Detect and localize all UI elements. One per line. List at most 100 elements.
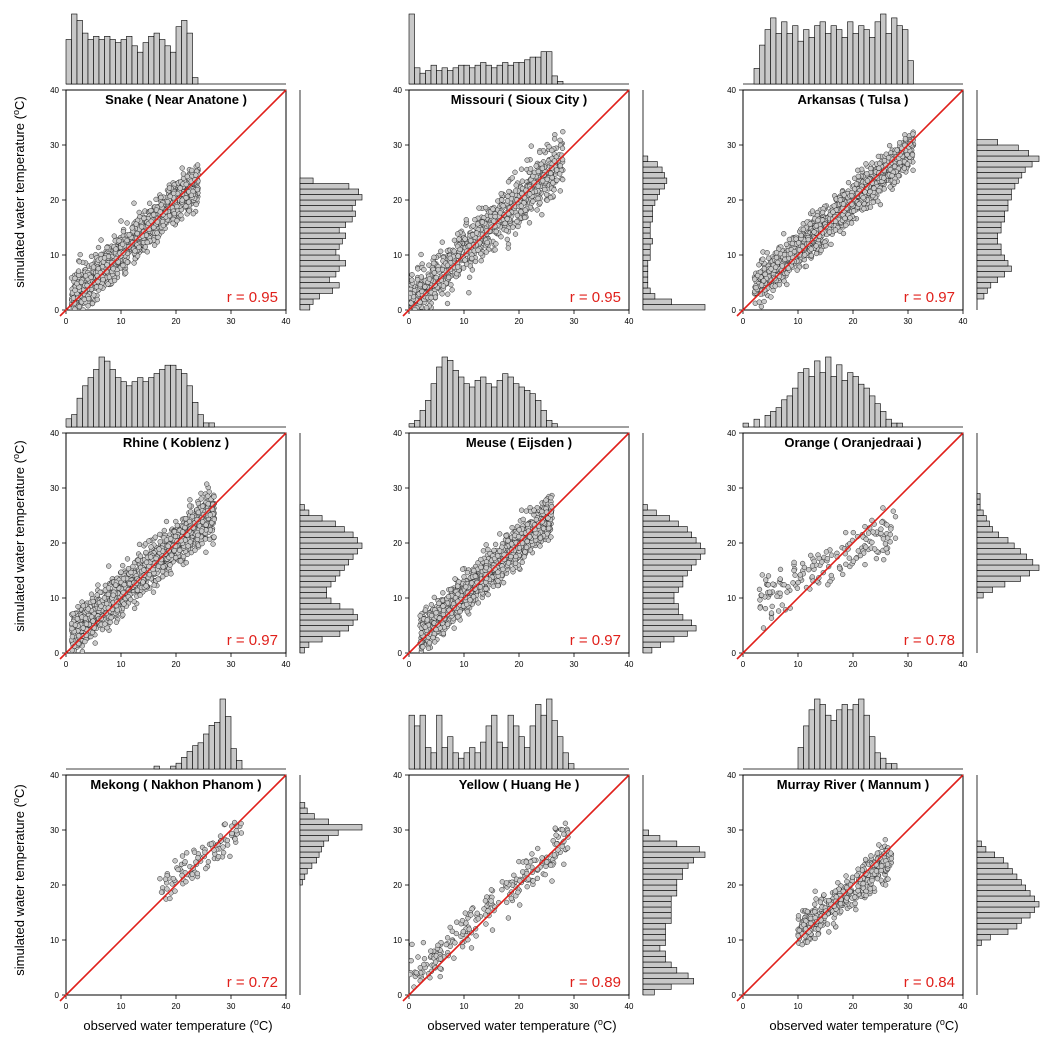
data-point <box>770 287 776 294</box>
data-point <box>143 549 149 556</box>
data-point <box>805 236 811 243</box>
data-point <box>876 188 882 194</box>
data-point <box>124 237 130 244</box>
histogram-bar <box>87 39 94 85</box>
histogram-bar <box>299 260 347 267</box>
data-point <box>422 284 428 290</box>
histogram-bar <box>642 205 653 212</box>
panel-grid: 0 10 20 30 40 0 10 20 30 40 Snake ( Near Anatone )… <box>50 13 1040 1011</box>
data-point <box>875 153 882 160</box>
data-point <box>535 168 541 175</box>
histogram-bar <box>98 39 105 85</box>
data-point <box>193 201 199 208</box>
histogram-bar <box>976 205 1009 212</box>
data-point <box>104 262 110 268</box>
histogram-bar <box>976 155 1040 162</box>
data-point <box>203 549 209 555</box>
data-point <box>199 540 205 547</box>
data-point <box>136 541 143 548</box>
y-tick-label: 0 <box>55 649 60 658</box>
data-point <box>155 234 161 240</box>
data-point <box>760 278 767 284</box>
data-point <box>431 270 438 276</box>
histogram-bar <box>642 188 661 195</box>
data-point <box>813 223 819 229</box>
data-point <box>88 253 95 260</box>
histogram-bar <box>976 199 1009 206</box>
histogram-bar <box>299 276 330 283</box>
data-point <box>139 224 145 230</box>
histogram-bar <box>907 60 914 85</box>
x-tick-label: 20 <box>849 317 858 326</box>
histogram-bar <box>71 13 78 85</box>
y-tick-label: 30 <box>50 141 59 150</box>
y-tick-label: 10 <box>393 251 402 260</box>
data-point <box>157 531 163 538</box>
histogram-bar <box>642 216 653 223</box>
data-point <box>512 169 518 175</box>
histogram-bar <box>642 221 651 228</box>
data-point <box>469 255 475 262</box>
histogram-bar <box>976 243 1002 250</box>
data-point <box>178 212 184 218</box>
data-point <box>85 295 92 302</box>
data-point <box>504 216 510 222</box>
data-point <box>864 178 871 184</box>
data-point <box>753 284 759 291</box>
data-point <box>190 211 196 217</box>
data-point <box>528 143 534 149</box>
data-point <box>910 167 916 173</box>
data-point <box>864 171 870 177</box>
data-point <box>183 195 189 201</box>
histogram-bar <box>469 67 476 85</box>
data-point <box>867 204 874 210</box>
y-tick-label: 20 <box>50 196 59 205</box>
data-point <box>909 152 916 158</box>
histogram-bar <box>502 62 509 85</box>
histogram-bar <box>142 42 149 85</box>
x-tick-label: 40 <box>282 317 291 326</box>
panel-title: Snake ( Near Anatone ) <box>105 92 247 107</box>
data-point <box>853 181 860 187</box>
data-point <box>211 494 217 500</box>
data-point <box>560 129 566 135</box>
data-point <box>855 173 861 179</box>
data-point <box>134 230 140 237</box>
histogram-bar <box>65 39 72 85</box>
data-point <box>454 231 461 237</box>
data-point <box>502 220 508 226</box>
data-point <box>72 306 78 310</box>
data-point <box>113 246 119 252</box>
x-tick-label: 0 <box>407 317 412 326</box>
histogram-bar <box>880 13 887 85</box>
data-point <box>99 263 106 270</box>
data-point <box>118 218 124 224</box>
x-tick-label: 40 <box>282 660 291 669</box>
data-point <box>414 319 419 324</box>
y-tick-label: 30 <box>50 484 59 493</box>
y-tick-label: 10 <box>727 251 736 260</box>
data-point <box>841 192 847 198</box>
data-point <box>869 160 875 166</box>
histogram-bar <box>976 166 1026 173</box>
data-point <box>514 212 520 219</box>
histogram-bar <box>976 194 1012 201</box>
histogram-bar <box>770 17 777 85</box>
histogram-bar <box>976 254 1005 261</box>
data-point <box>817 226 824 232</box>
y-tick-label: 0 <box>55 306 60 315</box>
data-point <box>470 223 476 229</box>
histogram-bar <box>299 177 314 184</box>
data-point <box>198 490 204 497</box>
data-point <box>826 229 833 235</box>
histogram-bar <box>496 64 503 85</box>
histogram-bar <box>192 77 199 85</box>
data-point <box>509 175 515 181</box>
data-point <box>798 232 804 239</box>
data-point <box>164 199 171 205</box>
data-point <box>807 221 813 227</box>
histogram-bar <box>546 51 553 85</box>
data-point <box>408 311 413 316</box>
